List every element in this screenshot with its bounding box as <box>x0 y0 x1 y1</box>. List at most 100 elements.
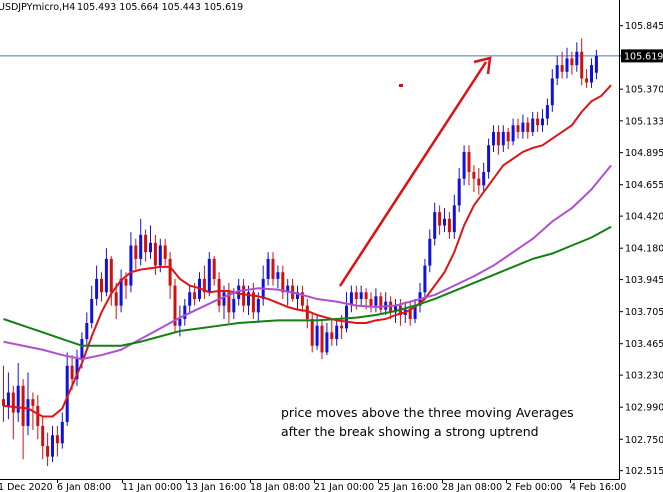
candle <box>359 285 363 306</box>
candle <box>65 352 69 426</box>
candle-body <box>183 305 187 320</box>
candle-body <box>521 122 525 132</box>
candle <box>570 51 574 75</box>
annotation-line-2: after the break showing a strong uptrend <box>281 424 539 439</box>
candle-body <box>173 285 177 326</box>
candle <box>408 301 412 326</box>
candle-body <box>447 218 451 233</box>
y-tick-label: 104.420 <box>625 212 663 223</box>
candle-body <box>21 385 25 426</box>
candle <box>305 298 309 329</box>
candle-body <box>188 292 192 306</box>
candle-body <box>109 258 113 293</box>
candle <box>565 47 569 79</box>
candle <box>501 125 505 152</box>
annotation-line-1: price moves above the three moving Avera… <box>281 405 574 420</box>
candle <box>585 69 589 88</box>
moving-averages <box>3 84 612 418</box>
candle-body <box>590 65 593 83</box>
candle-body <box>536 118 540 126</box>
candle-body <box>413 305 417 320</box>
candle-body <box>305 305 309 320</box>
candle <box>134 238 138 270</box>
candle <box>256 292 260 324</box>
candle <box>335 319 339 346</box>
candle <box>242 278 246 313</box>
candle <box>541 109 544 132</box>
candle <box>462 145 466 186</box>
candle <box>11 385 15 440</box>
candle-body <box>580 51 584 79</box>
candle-body <box>354 292 358 299</box>
candle-body <box>202 278 206 293</box>
candle-body <box>41 425 45 446</box>
candle <box>550 69 554 112</box>
y-tick-label: 103.705 <box>625 307 663 318</box>
candle <box>413 298 417 324</box>
candle-body <box>482 172 486 186</box>
candle <box>21 379 25 460</box>
candle-body <box>457 178 461 206</box>
candle <box>276 265 280 289</box>
candle-body <box>467 151 471 173</box>
candle-body <box>6 392 10 406</box>
candle-body <box>100 278 103 293</box>
candle-body <box>251 292 255 313</box>
candle <box>472 165 476 193</box>
candle-body <box>560 65 564 72</box>
candle-body <box>114 292 118 306</box>
candle <box>202 265 206 299</box>
candle <box>511 118 515 146</box>
price-area[interactable] <box>0 38 619 466</box>
candle-body <box>153 242 157 266</box>
candle-body <box>178 319 182 326</box>
candle-body <box>555 65 559 79</box>
candle <box>51 425 54 462</box>
candle-body <box>242 285 246 306</box>
candle-body <box>276 272 280 279</box>
candle <box>266 252 270 286</box>
trend-arrow-shaft <box>338 61 488 287</box>
candle-body <box>340 325 344 329</box>
candle-body <box>232 298 236 313</box>
candle <box>271 252 275 286</box>
candle <box>438 205 442 235</box>
candle-body <box>80 339 84 360</box>
candle-body <box>511 125 515 142</box>
candle <box>492 125 495 152</box>
candle <box>526 117 530 139</box>
candle <box>296 285 299 310</box>
y-tick-label: 102.515 <box>625 466 663 477</box>
candle-body <box>16 385 20 413</box>
candle <box>531 111 535 136</box>
candle <box>349 285 353 313</box>
y-tick-label: 105.133 <box>625 116 663 127</box>
candle <box>594 49 598 80</box>
candle-body <box>408 309 412 320</box>
candle <box>310 312 314 353</box>
candle-body <box>565 58 569 72</box>
candle-body <box>31 399 35 406</box>
ohlc-values: 105.493 105.664 105.443 105.619 <box>77 2 243 13</box>
candle <box>487 138 491 179</box>
candle-body <box>139 234 143 259</box>
candle <box>183 298 187 326</box>
candle-body <box>55 435 59 444</box>
x-tick-label: 21 Jan 00:00 <box>314 482 374 492</box>
current-price-tag-label: 105.619 <box>624 51 663 62</box>
y-tick-label: 102.990 <box>625 403 663 414</box>
candle <box>300 285 304 313</box>
candle-body <box>124 278 128 286</box>
candle-body <box>477 178 481 186</box>
candle <box>85 312 89 346</box>
candle-body <box>325 332 329 353</box>
candle-body <box>90 298 94 324</box>
candle-body <box>496 131 500 146</box>
candle-body <box>281 272 285 293</box>
candle <box>575 42 579 72</box>
candle <box>139 218 143 266</box>
candle <box>212 256 216 286</box>
candle <box>95 265 99 306</box>
candle-body <box>36 405 40 426</box>
candle <box>90 285 94 329</box>
